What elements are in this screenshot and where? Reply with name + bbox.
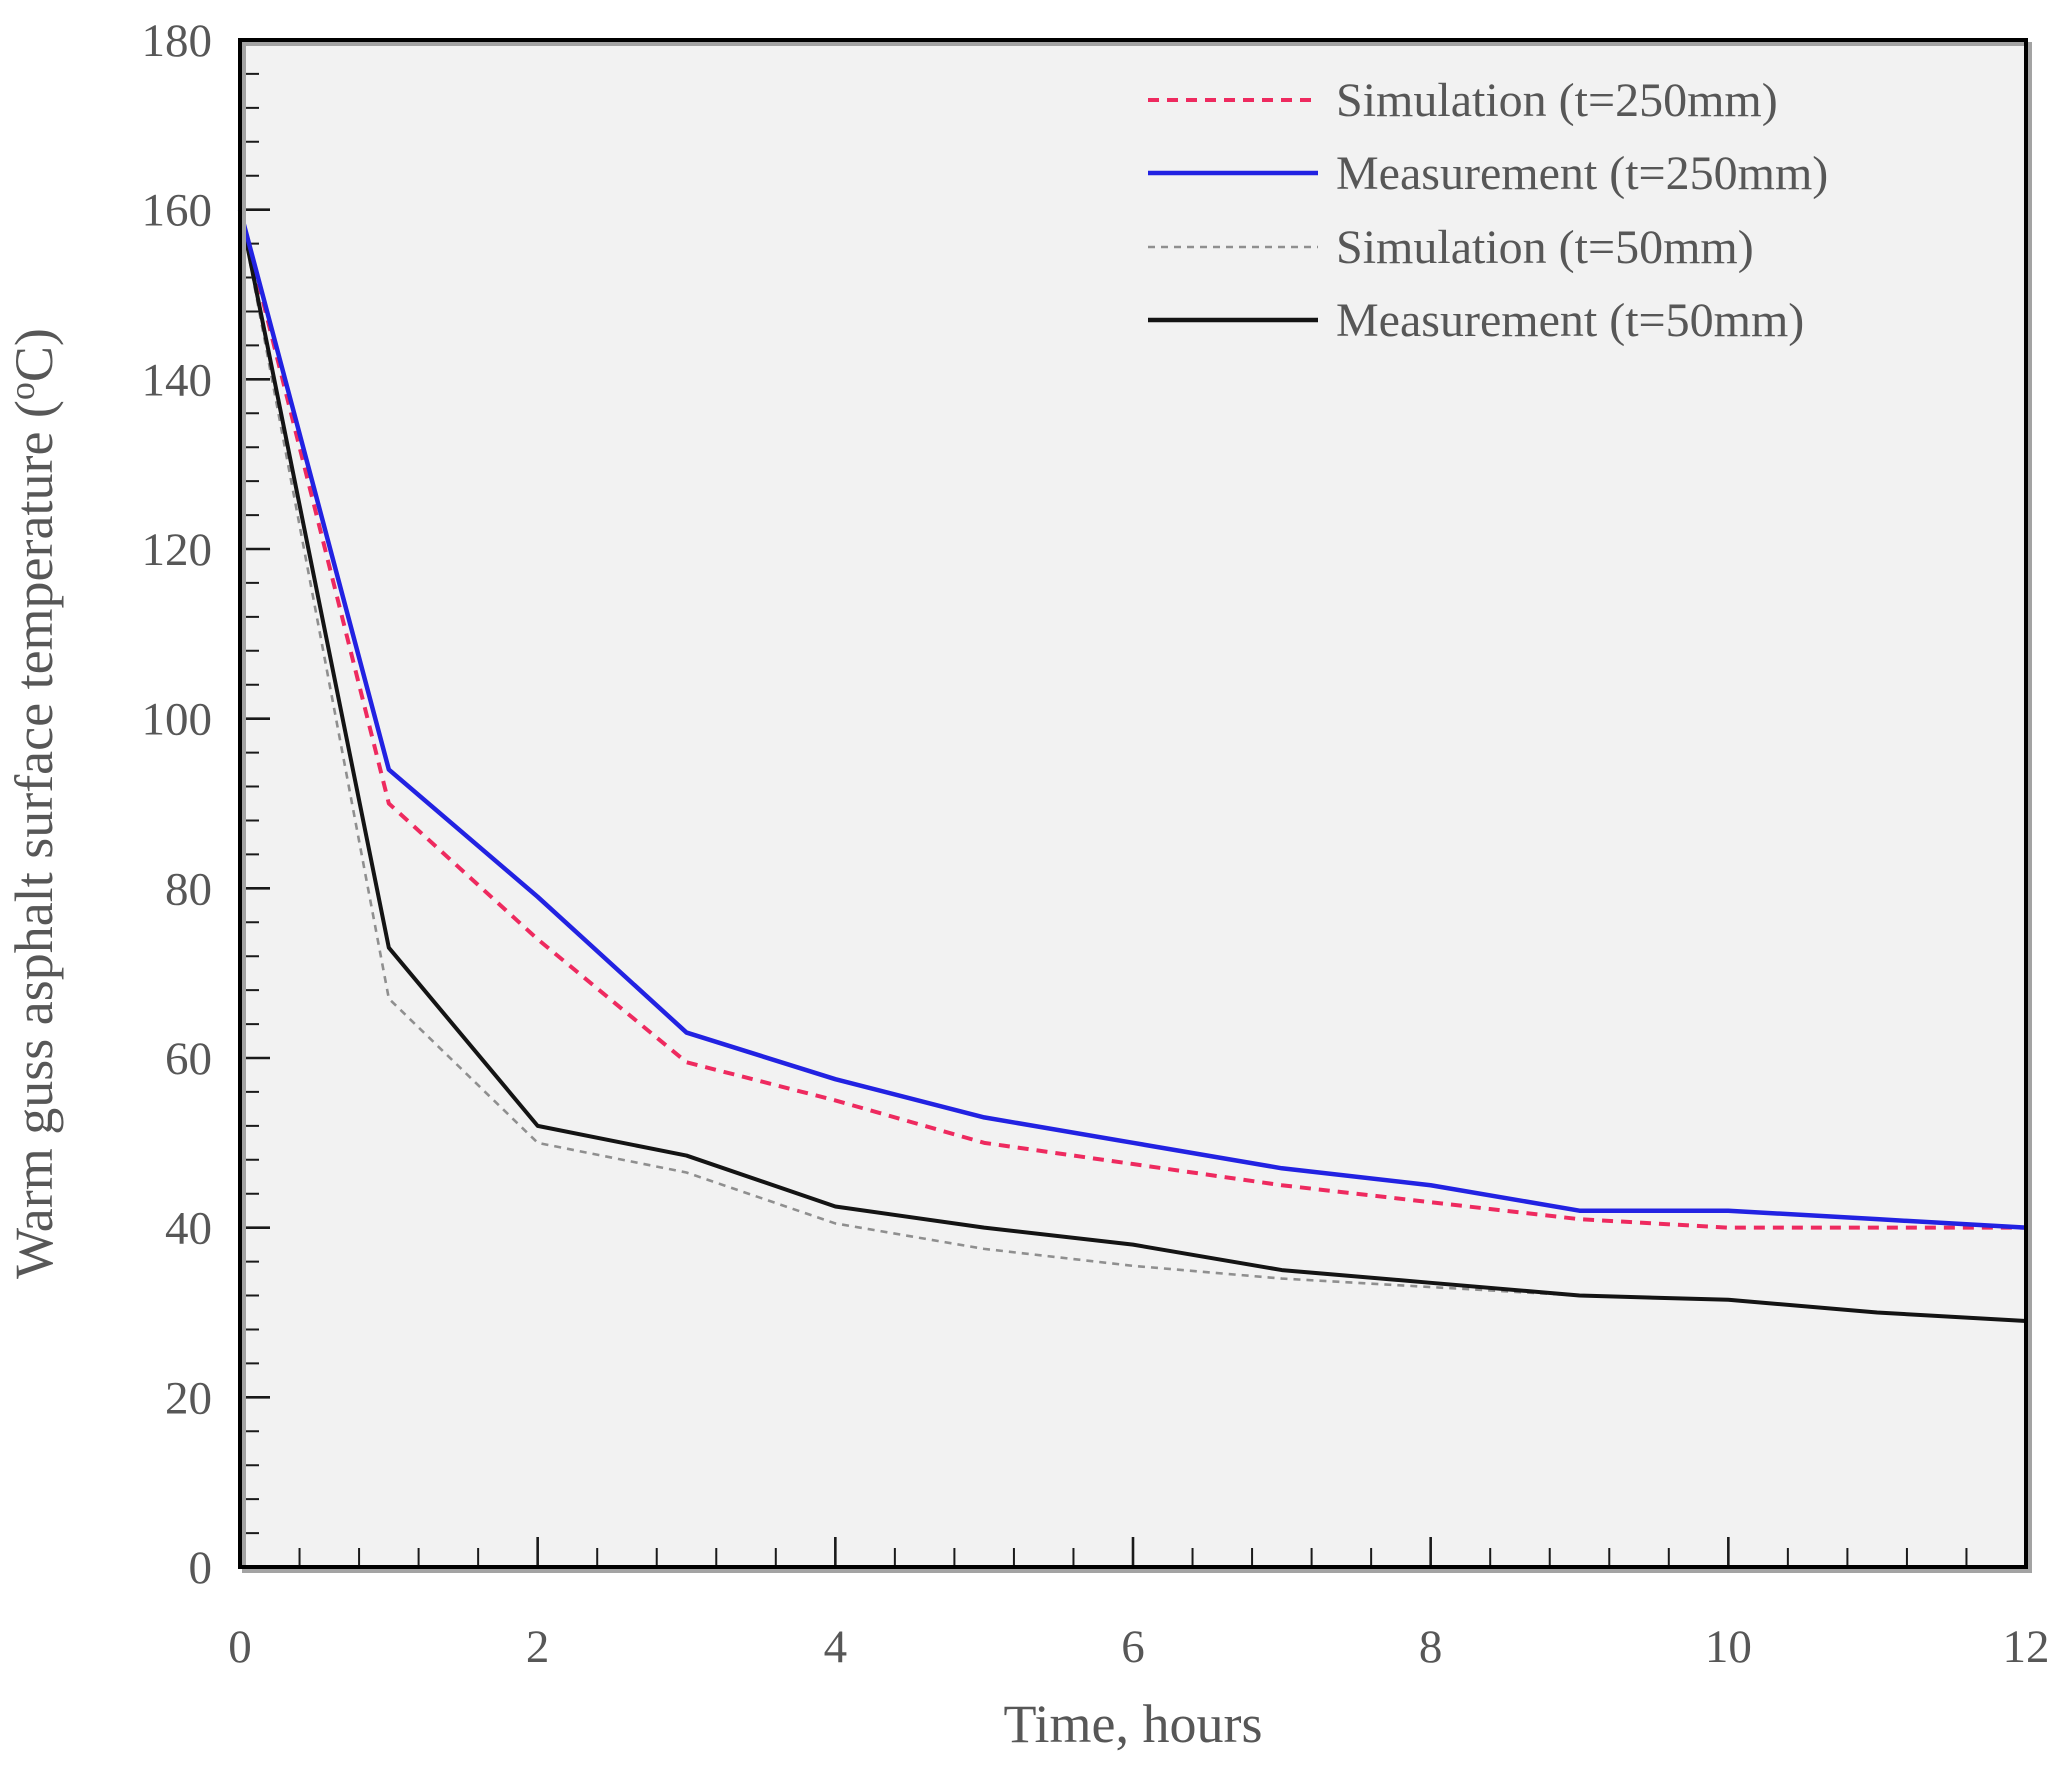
x-tick-label-12: 12 bbox=[2003, 1621, 2050, 1673]
x-tick-label-2: 2 bbox=[526, 1621, 550, 1673]
legend-item-measurement-t-250mm: Measurement (t=250mm) bbox=[1336, 147, 1828, 200]
x-tick-label-4: 4 bbox=[824, 1621, 848, 1673]
y-tick-label-180: 180 bbox=[142, 15, 213, 67]
y-tick-label-140: 140 bbox=[142, 354, 213, 406]
y-tick-label-60: 60 bbox=[165, 1033, 212, 1085]
x-tick-label-8: 8 bbox=[1419, 1621, 1443, 1673]
series-line-measurement-t-250mm bbox=[237, 209, 2027, 1230]
y-tick-label-40: 40 bbox=[165, 1203, 212, 1255]
series-line-measurement-t-50mm bbox=[238, 209, 2027, 1323]
x-tick-label-10: 10 bbox=[1705, 1621, 1752, 1673]
plot-area bbox=[240, 40, 2026, 1567]
y-tick-label-20: 20 bbox=[165, 1372, 212, 1424]
x-tick-label-0: 0 bbox=[228, 1621, 252, 1673]
legend-item-measurement-t-50mm: Measurement (t=50mm) bbox=[1336, 294, 1804, 347]
y-axis-title: Warm guss asphalt surface temperature (o… bbox=[2, 328, 64, 1279]
legend-item-simulation-t-250mm: Simulation (t=250mm) bbox=[1336, 74, 1778, 127]
legend-item-simulation-t-50mm: Simulation (t=50mm) bbox=[1336, 221, 1754, 274]
plot-frame bbox=[238, 38, 2028, 1569]
series-line-simulation-t-250mm bbox=[238, 209, 2026, 1230]
x-tick-label-6: 6 bbox=[1121, 1621, 1145, 1673]
y-tick-label-80: 80 bbox=[165, 863, 212, 915]
x-axis-title: Time, hours bbox=[1003, 1694, 1262, 1754]
y-tick-label-0: 0 bbox=[189, 1542, 213, 1594]
y-tick-label-160: 160 bbox=[142, 185, 213, 237]
y-tick-label-120: 120 bbox=[142, 524, 213, 576]
y-tick-label-100: 100 bbox=[142, 694, 213, 746]
